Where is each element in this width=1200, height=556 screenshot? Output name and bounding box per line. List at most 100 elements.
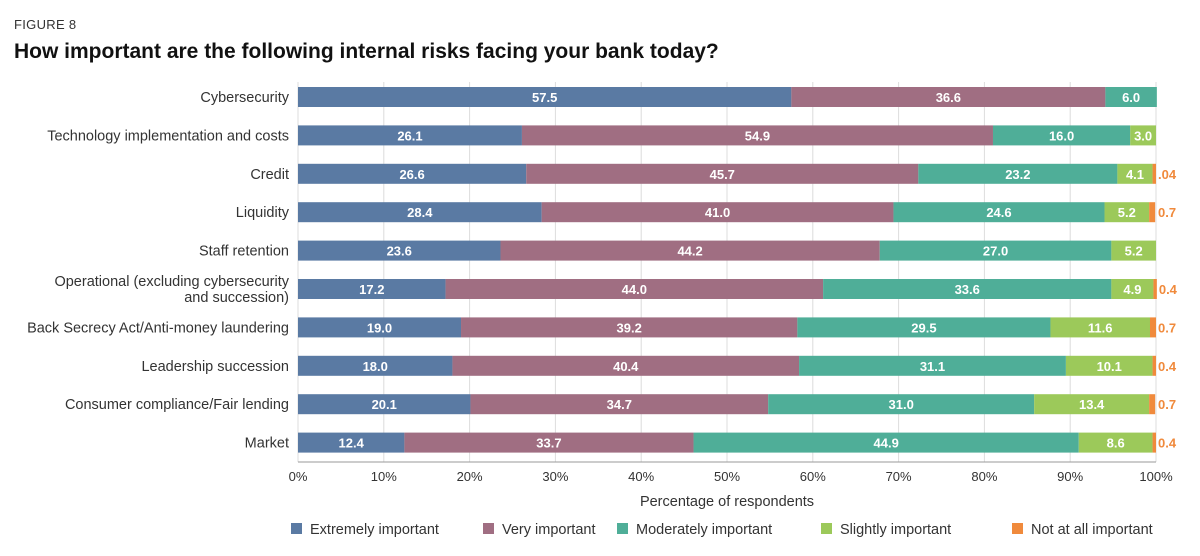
category-label: Technology implementation and costs <box>47 128 289 144</box>
x-tick-label: 60% <box>800 469 826 484</box>
bar-segment <box>1117 163 1153 184</box>
bar-segment <box>1111 240 1156 261</box>
data-label: 0.4 <box>1158 359 1177 374</box>
data-label: 36.6 <box>936 90 961 105</box>
category-label-line: Credit <box>250 167 289 183</box>
data-label: 10.1 <box>1097 359 1122 374</box>
bar-segment <box>799 355 1066 376</box>
legend-label: Extremely important <box>310 522 439 538</box>
bar-segment <box>1104 202 1150 223</box>
data-label: 3.0 <box>1134 128 1152 143</box>
chart-title: How important are the following internal… <box>14 40 719 63</box>
data-label: 4.9 <box>1123 282 1141 297</box>
category-label-line: Staff retention <box>199 244 289 260</box>
x-tick-label: 90% <box>1057 469 1083 484</box>
legend-label: Very important <box>502 522 596 538</box>
bar-segment <box>298 202 542 223</box>
bar-segment <box>1105 87 1157 107</box>
category-label-line: Back Secrecy Act/Anti-money laundering <box>27 320 289 336</box>
data-label: 6.0 <box>1122 90 1140 105</box>
data-label: 16.0 <box>1049 128 1074 143</box>
bar-segment <box>298 432 405 453</box>
data-label: 29.5 <box>911 320 936 335</box>
data-label: 18.0 <box>363 359 388 374</box>
legend-label: Slightly important <box>840 522 951 538</box>
data-label: 31.1 <box>920 359 945 374</box>
bar-segment <box>500 240 880 261</box>
bar-segment <box>823 279 1112 299</box>
bar-segment <box>1065 355 1153 376</box>
category-label: Leadership succession <box>141 359 289 375</box>
bar-segment <box>918 163 1118 184</box>
x-tick-label: 30% <box>542 469 568 484</box>
legend-swatch <box>1012 523 1023 534</box>
bar-segment <box>791 87 1106 107</box>
bar-segment <box>1152 163 1156 184</box>
data-label: 5.2 <box>1118 205 1136 220</box>
bar-segment <box>298 87 792 107</box>
x-tick-label: 10% <box>371 469 397 484</box>
x-tick-label: 0% <box>289 469 308 484</box>
bar-segment <box>452 355 800 376</box>
bar-segment <box>521 125 993 146</box>
bar-segment <box>1149 394 1156 415</box>
bar-segment <box>693 432 1079 453</box>
bar-segment <box>298 394 471 415</box>
data-label: .04 <box>1158 167 1177 182</box>
legend-swatch <box>821 523 832 534</box>
data-label: 33.6 <box>955 282 980 297</box>
data-label: 20.1 <box>372 397 397 412</box>
bar-segment <box>1130 125 1156 146</box>
data-label: 40.4 <box>613 359 639 374</box>
data-label: 34.7 <box>607 397 632 412</box>
data-label: 0.4 <box>1159 282 1178 297</box>
data-label: 54.9 <box>745 128 770 143</box>
category-label: Liquidity <box>236 205 290 221</box>
bar-segment <box>1149 202 1156 223</box>
bar-segment <box>1153 279 1157 299</box>
data-label: 44.0 <box>622 282 647 297</box>
bar-segment <box>992 125 1131 146</box>
category-labels: Cybersecurity Technology implementation a… <box>27 90 290 452</box>
bar-segment <box>298 317 462 338</box>
bar-segment <box>768 394 1035 415</box>
bar-segment <box>1149 317 1156 338</box>
data-label: 0.7 <box>1158 205 1176 220</box>
category-label-line: and succession) <box>184 290 289 306</box>
bar-segment <box>893 202 1105 223</box>
data-label: 11.6 <box>1088 320 1113 335</box>
legend: Extremely important Very important Moderat… <box>291 522 1153 538</box>
bar-segment <box>541 202 894 223</box>
bar-segment <box>298 125 522 146</box>
data-label: 23.2 <box>1005 167 1030 182</box>
data-label: 19.0 <box>367 320 392 335</box>
data-label: 17.2 <box>359 282 384 297</box>
bar-segment <box>879 240 1112 261</box>
data-label: 0.7 <box>1158 320 1176 335</box>
category-label: Consumer compliance/Fair lending <box>65 397 289 413</box>
bar-segment <box>298 163 527 184</box>
bar-segment <box>461 317 798 338</box>
bar-segment <box>1152 432 1156 453</box>
x-axis-ticks: 0% 10% 20% 30% 40% 50% 60% 70% 80% 90% 100% <box>289 469 1173 484</box>
data-label: 26.6 <box>399 167 424 182</box>
category-label-line: Technology implementation and costs <box>47 128 289 144</box>
x-tick-label: 40% <box>628 469 654 484</box>
figure-label: FIGURE 8 <box>14 17 77 32</box>
data-label: 0.7 <box>1158 397 1176 412</box>
data-label: 41.0 <box>705 205 730 220</box>
x-tick-label: 100% <box>1139 469 1173 484</box>
data-label: 28.4 <box>407 205 433 220</box>
category-label-line: Consumer compliance/Fair lending <box>65 397 289 413</box>
legend-label: Moderately important <box>636 522 772 538</box>
data-label: 12.4 <box>339 436 365 451</box>
x-axis-title: Percentage of respondents <box>640 494 814 510</box>
bars: 57.5 36.6 6.0 26.1 54.9 16.0 3.0 26.6 45.7 23.2 4.… <box>298 87 1178 453</box>
data-label: 39.2 <box>617 320 642 335</box>
category-label-line: Operational (excluding cybersecurity <box>54 274 289 290</box>
legend-swatch <box>617 523 628 534</box>
category-label: Operational (excluding cybersecurity and … <box>54 274 289 306</box>
bar-segment <box>470 394 769 415</box>
x-tick-label: 80% <box>971 469 997 484</box>
